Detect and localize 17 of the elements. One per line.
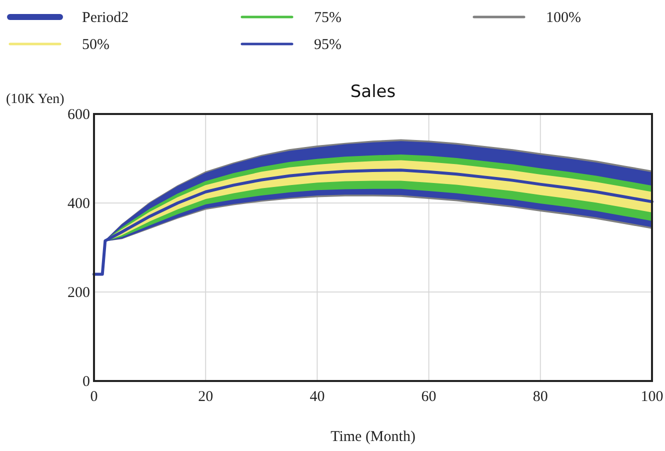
y-axis-title: (10K Yen) [6,92,65,107]
x-tick-label: 100 [640,389,664,405]
legend-label: 75% [314,10,342,26]
legend-label: 95% [314,37,342,53]
y-tick-label: 400 [68,196,90,212]
x-tick-label: 80 [532,389,548,405]
legend-label: 50% [82,37,110,53]
chart-title: Sales [350,82,396,102]
legend-label: 100% [546,10,581,26]
y-tick-label: 600 [68,107,90,123]
x-axis-title: Time (Month) [330,429,416,445]
y-tick-label: 0 [82,374,90,390]
y-tick-label: 200 [68,285,90,301]
x-tick-label: 60 [421,389,436,405]
x-tick-label: 40 [310,389,325,405]
x-tick-label: 20 [198,389,214,405]
legend-label: Period2 [82,10,129,26]
